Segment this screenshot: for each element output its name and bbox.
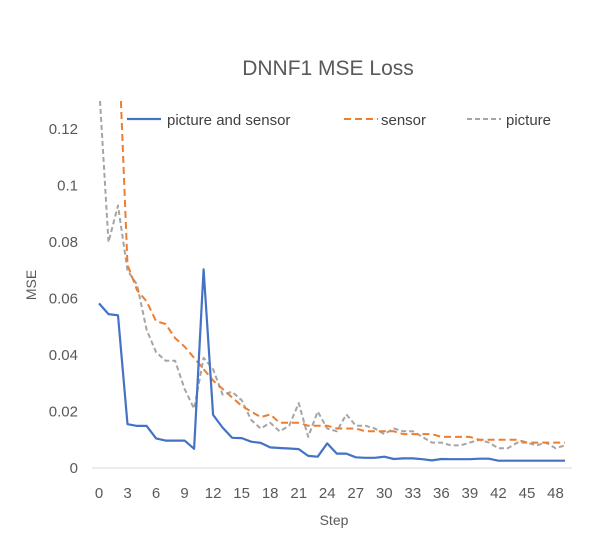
y-tick-label: 0.1 xyxy=(57,178,78,195)
x-tick-label: 24 xyxy=(319,485,336,502)
legend-label: picture xyxy=(506,112,551,129)
x-tick-label: 9 xyxy=(180,485,188,502)
y-axis-ticks: 0 0.02 0.04 0.06 0.08 0.1 0.12 xyxy=(49,121,78,477)
x-axis-ticks: 0 3 6 9 12 15 18 21 24 27 30 33 36 39 42 45 48 xyxy=(95,485,564,502)
x-tick-label: 45 xyxy=(519,485,536,502)
legend-label: sensor xyxy=(381,112,426,129)
x-tick-label: 15 xyxy=(233,485,250,502)
x-tick-label: 39 xyxy=(462,485,479,502)
x-tick-label: 33 xyxy=(404,485,421,502)
y-tick-label: 0 xyxy=(70,460,78,477)
chart-title: DNNF1 MSE Loss xyxy=(242,57,414,80)
series-line-sensor xyxy=(121,101,565,443)
x-tick-label: 18 xyxy=(262,485,279,502)
plot-area: 00.020.040.060.080.10.12 0 3 6 9 12 15 18 21 24 2… xyxy=(49,101,572,502)
x-tick-label: 3 xyxy=(123,485,131,502)
y-tick-label: 0.08 xyxy=(49,234,78,251)
y-tick-label: 0.04 xyxy=(49,347,78,364)
legend-label: picture and sensor xyxy=(167,112,290,129)
x-tick-label: 42 xyxy=(490,485,507,502)
x-tick-label: 6 xyxy=(152,485,160,502)
x-tick-label: 36 xyxy=(433,485,450,502)
x-tick-label: 27 xyxy=(347,485,364,502)
series-lines xyxy=(99,101,565,461)
series-line-picture xyxy=(100,101,565,448)
series-line-picture-and-sensor xyxy=(99,269,565,460)
x-tick-label: 30 xyxy=(376,485,393,502)
x-tick-label: 0 xyxy=(95,485,103,502)
x-tick-label: 48 xyxy=(547,485,564,502)
x-tick-label: 12 xyxy=(205,485,222,502)
y-tick-label: 0.06 xyxy=(49,291,78,308)
legend: picture and sensor sensor picture xyxy=(127,112,551,129)
x-tick-label: 21 xyxy=(290,485,307,502)
x-axis-label: Step xyxy=(320,512,349,528)
y-tick-label: 0.12 xyxy=(49,121,78,138)
y-tick-label: 0.02 xyxy=(49,404,78,421)
y-axis-label: MSE xyxy=(23,270,39,300)
